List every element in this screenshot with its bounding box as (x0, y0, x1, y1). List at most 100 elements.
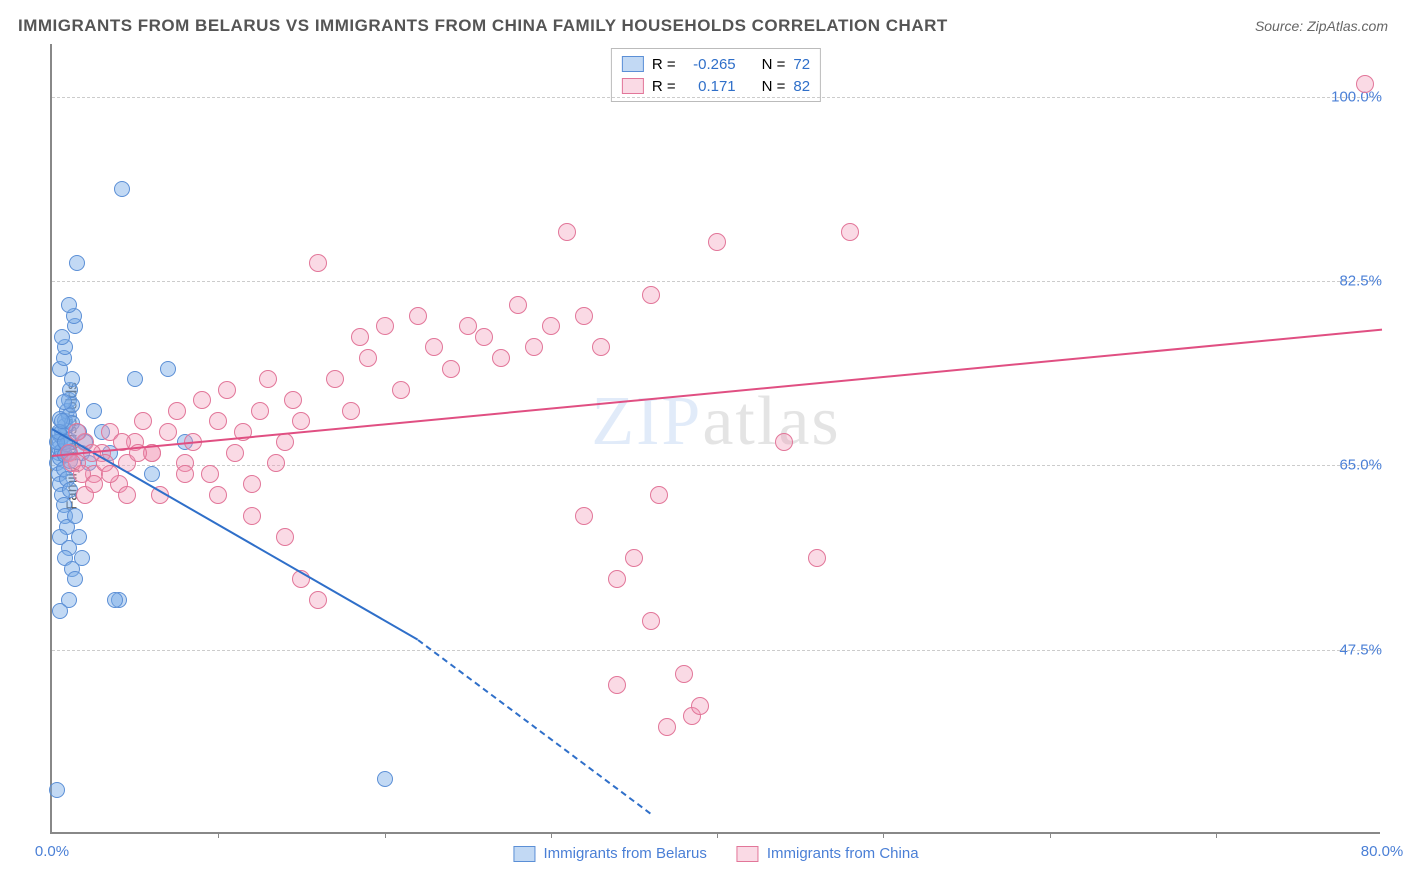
watermark-part-2: atlas (702, 383, 840, 460)
data-point-belarus (107, 592, 123, 608)
data-point-belarus (71, 529, 87, 545)
legend-swatch-china (737, 846, 759, 862)
data-point-china (442, 360, 460, 378)
n-label: N = (762, 78, 786, 95)
gridline-h (52, 97, 1380, 98)
data-point-china (575, 507, 593, 525)
data-point-belarus (52, 603, 68, 619)
data-point-china (691, 697, 709, 715)
data-point-china (326, 370, 344, 388)
n-label: N = (762, 56, 786, 73)
data-point-china (392, 381, 410, 399)
data-point-china (193, 391, 211, 409)
r-label: R = (652, 56, 676, 73)
r-value: -0.265 (684, 56, 736, 73)
y-tick-label: 47.5% (1312, 641, 1382, 658)
data-point-belarus (86, 403, 102, 419)
data-point-belarus (74, 550, 90, 566)
data-point-china (85, 475, 103, 493)
chart-header: IMMIGRANTS FROM BELARUS VS IMMIGRANTS FR… (18, 12, 1388, 40)
data-point-china (608, 570, 626, 588)
gridline-h (52, 465, 1380, 466)
data-point-china (201, 465, 219, 483)
plot-area: ZIPatlas R =-0.265N =72R =0.171N =82 Imm… (50, 44, 1380, 834)
x-tick-label: 0.0% (35, 843, 69, 860)
data-point-china (134, 412, 152, 430)
data-point-china (159, 423, 177, 441)
data-point-china (841, 223, 859, 241)
chart-source: Source: ZipAtlas.com (1255, 18, 1388, 34)
data-point-china (558, 223, 576, 241)
legend-label: Immigrants from Belarus (543, 845, 706, 862)
data-point-china (650, 486, 668, 504)
data-point-china (267, 454, 285, 472)
x-tick-label: 80.0% (1361, 843, 1404, 860)
data-point-belarus (144, 466, 160, 482)
data-point-china (376, 317, 394, 335)
x-tick-minor (1216, 832, 1217, 838)
data-point-china (592, 338, 610, 356)
data-point-china (309, 591, 327, 609)
y-tick-label: 82.5% (1312, 273, 1382, 290)
data-point-china (525, 338, 543, 356)
data-point-china (775, 433, 793, 451)
data-point-china (1356, 75, 1374, 93)
data-point-china (251, 402, 269, 420)
legend-swatch-belarus (622, 56, 644, 72)
data-point-china (243, 475, 261, 493)
data-point-china (575, 307, 593, 325)
data-point-belarus (114, 181, 130, 197)
data-point-belarus (56, 394, 72, 410)
data-point-china (176, 465, 194, 483)
x-tick-minor (717, 832, 718, 838)
data-point-belarus (61, 297, 77, 313)
data-point-china (625, 549, 643, 567)
data-point-china (226, 444, 244, 462)
data-point-china (292, 412, 310, 430)
data-point-china (808, 549, 826, 567)
data-point-belarus (377, 771, 393, 787)
data-point-china (642, 286, 660, 304)
data-point-belarus (67, 508, 83, 524)
n-value: 82 (793, 78, 810, 95)
x-tick-minor (883, 832, 884, 838)
data-point-china (218, 381, 236, 399)
gridline-h (52, 650, 1380, 651)
data-point-belarus (69, 255, 85, 271)
data-point-china (425, 338, 443, 356)
chart-title: IMMIGRANTS FROM BELARUS VS IMMIGRANTS FR… (18, 16, 948, 36)
legend-item-belarus: Immigrants from Belarus (513, 845, 706, 862)
data-point-belarus (67, 571, 83, 587)
r-value: 0.171 (684, 78, 736, 95)
data-point-china (409, 307, 427, 325)
data-point-china (209, 412, 227, 430)
r-label: R = (652, 78, 676, 95)
data-point-china (118, 486, 136, 504)
data-point-belarus (49, 782, 65, 798)
data-point-belarus (54, 413, 70, 429)
legend-label: Immigrants from China (767, 845, 919, 862)
trendline (52, 328, 1382, 456)
data-point-china (276, 528, 294, 546)
data-point-china (309, 254, 327, 272)
legend-swatch-china (622, 78, 644, 94)
legend-swatch-belarus (513, 846, 535, 862)
data-point-china (492, 349, 510, 367)
data-point-china (475, 328, 493, 346)
data-point-china (658, 718, 676, 736)
data-point-china (276, 433, 294, 451)
data-point-china (675, 665, 693, 683)
data-point-china (209, 486, 227, 504)
x-tick-minor (1050, 832, 1051, 838)
data-point-china (351, 328, 369, 346)
x-tick-minor (551, 832, 552, 838)
stats-row-china: R = 0.171 N = 82 (622, 75, 810, 97)
data-point-china (459, 317, 477, 335)
gridline-h (52, 281, 1380, 282)
x-tick-minor (218, 832, 219, 838)
data-point-belarus (54, 329, 70, 345)
trendline-extrapolated (417, 639, 651, 814)
correlation-stats-box: R =-0.265N =72R =0.171N =82 (611, 48, 821, 102)
watermark: ZIPatlas (591, 382, 840, 462)
data-point-china (243, 507, 261, 525)
